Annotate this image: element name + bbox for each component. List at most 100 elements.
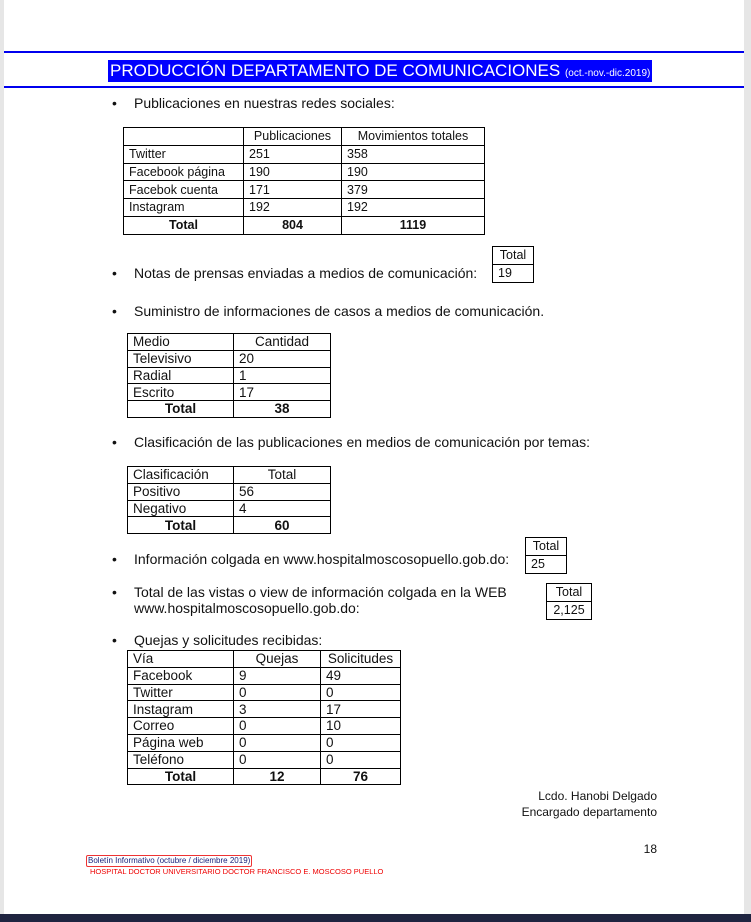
table-cell: Televisivo: [127, 349, 234, 368]
column-header: Publicaciones: [243, 127, 342, 146]
table-cell: Negativo: [127, 499, 234, 518]
table-cell: 9: [233, 666, 321, 685]
table-row: Teléfono 0 0: [127, 750, 401, 769]
table-row: Correo 0 10: [127, 717, 401, 735]
table-cell: 379: [341, 180, 485, 200]
header-cell: Total: [546, 583, 592, 602]
bottom-bar: [0, 914, 751, 922]
table-cell: 171: [243, 180, 342, 200]
column-header: [123, 127, 244, 146]
table-cell: 192: [341, 198, 485, 217]
table-cell: 358: [341, 144, 485, 164]
header-rule-top: [4, 51, 744, 53]
table-cell: Twitter: [123, 144, 244, 164]
table-total-row: Total 60: [127, 516, 331, 535]
table-header-row: Clasificación Total: [127, 466, 331, 484]
table-cell: 17: [233, 383, 331, 402]
header-rule-bottom: [4, 86, 744, 88]
table-cell: 190: [243, 162, 342, 182]
table-row: Twitter 0 0: [127, 683, 401, 702]
table-cell: 17: [320, 700, 401, 719]
table-clasificacion: Clasificación Total Positivo 56 Negativo 4 Tot…: [127, 466, 331, 535]
total-cell: 76: [320, 767, 401, 786]
value-cell: 2,125: [546, 600, 592, 620]
total-cell: 60: [233, 516, 331, 535]
table-cell: 190: [341, 162, 485, 182]
table-row: Facebook 9 49: [127, 666, 401, 685]
table-cell: 0: [233, 683, 321, 702]
footer-hospital: HOSPITAL DOCTOR UNIVERSITARIO DOCTOR FRA…: [90, 867, 384, 876]
table-cell: 0: [320, 733, 401, 752]
total-cell: 12: [233, 767, 321, 786]
column-header: Total: [233, 466, 331, 484]
table-total-row: Total 804 1119: [123, 215, 485, 235]
table-suministro: Medio Cantidad Televisivo 20 Radial 1 Escrito 1…: [127, 333, 331, 418]
table-cell: Instagram: [123, 198, 244, 217]
column-header: Movimientos totales: [341, 127, 485, 146]
bullet-vistas: Total de las vistas o view de informació…: [112, 584, 507, 616]
table-cell: Correo: [127, 717, 234, 735]
bullet-notas: Notas de prensas enviadas a medios de co…: [112, 265, 477, 281]
table-row: Positivo 56: [127, 482, 331, 501]
table-cell: Escrito: [127, 383, 234, 402]
table-row: Twitter 251 358: [123, 144, 485, 164]
table-header-row: Medio Cantidad: [127, 333, 331, 351]
bullet-clasificacion: Clasificación de las publicaciones en me…: [112, 434, 590, 450]
table-cell: Twitter: [127, 683, 234, 702]
total-cell: 804: [243, 215, 342, 235]
table-cell: 0: [320, 683, 401, 702]
table-quejas: Vía Quejas Solicitudes Facebook 9 49 Twitter 0 0…: [127, 650, 401, 786]
table-cell: Teléfono: [127, 750, 234, 769]
total-cell: Total: [127, 767, 234, 786]
vistas-line2: www.hospitalmoscosopuello.gob.do:: [134, 600, 360, 616]
total-cell: 1119: [341, 215, 485, 235]
table-colgada-total: Total 25: [525, 537, 567, 574]
table-cell: 20: [233, 349, 331, 368]
bullet-redes: Publicaciones en nuestras redes sociales…: [112, 95, 395, 111]
table-cell: 56: [233, 482, 331, 501]
table-cell: 10: [320, 717, 401, 735]
table-cell: 1: [233, 366, 331, 385]
signature-name: Lcdo. Hanobi Delgado: [538, 789, 657, 803]
table-total-row: Total 12 76: [127, 767, 401, 786]
column-header: Cantidad: [233, 333, 331, 351]
column-header: Solicitudes: [320, 650, 401, 668]
title-text: PRODUCCIÓN DEPARTAMENTO DE COMUNICACIONE…: [110, 61, 561, 80]
header-cell: Total: [525, 537, 567, 556]
table-row: Escrito 17: [127, 383, 331, 402]
table-cell: Radial: [127, 366, 234, 385]
page-title: PRODUCCIÓN DEPARTAMENTO DE COMUNICACIONE…: [108, 60, 653, 82]
vistas-line1: Total de las vistas o view de informació…: [134, 584, 507, 600]
table-cell: 251: [243, 144, 342, 164]
value-cell: 25: [525, 554, 567, 574]
table-cell: Instagram: [127, 700, 234, 719]
table-cell: 49: [320, 666, 401, 685]
table-row: Negativo 4: [127, 499, 331, 518]
table-cell: Facebook página: [123, 162, 244, 182]
table-cell: Facebook: [127, 666, 234, 685]
total-cell: Total: [127, 516, 234, 535]
column-header: Quejas: [233, 650, 321, 668]
table-notas-total: Total 19: [492, 246, 534, 283]
column-header: Clasificación: [127, 466, 234, 484]
table-cell: 0: [320, 750, 401, 769]
bullet-suministro: Suministro de informaciones de casos a m…: [112, 303, 544, 319]
table-cell: 0: [233, 733, 321, 752]
value-cell: 19: [492, 263, 534, 283]
table-cell: 4: [233, 499, 331, 518]
table-cell: Positivo: [127, 482, 234, 501]
table-cell: 0: [233, 750, 321, 769]
title-period: (oct.-nov.-dic.2019): [564, 68, 651, 79]
table-cell: Página web: [127, 733, 234, 752]
footer-bulletin: Boletín Informativo (octubre / diciembre…: [86, 855, 253, 867]
bullet-quejas: Quejas y solicitudes recibidas:: [112, 632, 322, 648]
table-vistas-total: Total 2,125: [546, 583, 592, 620]
table-cell: Facebok cuenta: [123, 180, 244, 200]
bullet-colgada: Información colgada en www.hospitalmosco…: [112, 551, 509, 567]
table-row: Instagram 3 17: [127, 700, 401, 719]
page-number: 18: [643, 842, 657, 856]
total-cell: 38: [233, 400, 331, 418]
table-row: Instagram 192 192: [123, 198, 485, 217]
table-header-row: Publicaciones Movimientos totales: [123, 127, 485, 146]
table-row: Televisivo 20: [127, 349, 331, 368]
